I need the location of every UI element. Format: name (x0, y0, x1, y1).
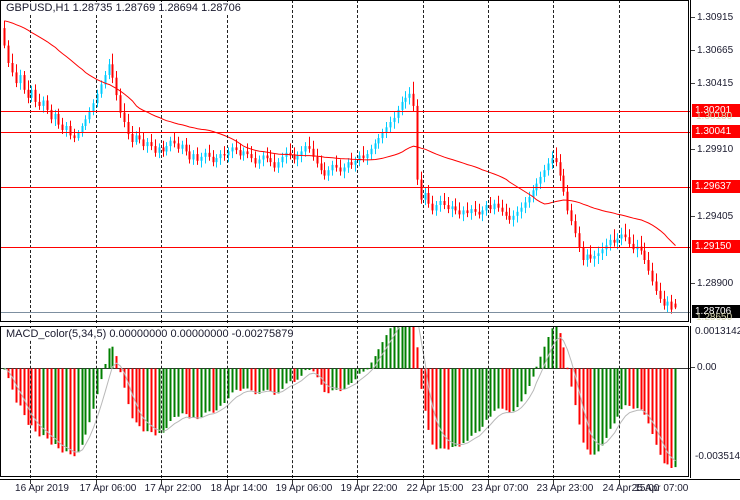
time-label-3: 18 Apr 14:00 (210, 483, 268, 494)
vertical-gridline-0 (30, 326, 31, 478)
price-tick-1-29405: 1.29405 (691, 211, 733, 222)
symbol-ohlc-label: GBPUSD,H1 1.28735 1.28769 1.28694 1.2870… (4, 2, 243, 14)
moving-average-line (4, 20, 676, 246)
time-tick-2 (161, 480, 162, 484)
price-tick-1-30415: 1.30415 (691, 78, 733, 89)
time-tick-8 (553, 480, 554, 484)
price-tick-1-28900: 1.28900 (691, 278, 733, 289)
vertical-gridline-3 (227, 326, 228, 478)
vertical-gridline-3 (227, 0, 228, 323)
price-level-line-1-29637 (0, 186, 690, 188)
vertical-gridline-4 (292, 0, 293, 323)
time-tick-5 (357, 480, 358, 484)
price-level-line-1-30201 (0, 110, 690, 112)
price-tick-1-29910: 1.29910 (691, 144, 733, 155)
vertical-gridline-7 (488, 0, 489, 323)
macd-indicator-label: MACD_color(5,34,5) 0.00000000 0.00000000… (4, 328, 296, 340)
time-tick-0 (30, 480, 31, 484)
vertical-gridline-1 (96, 0, 97, 323)
price-plot-area[interactable] (0, 0, 690, 323)
time-label-6: 22 Apr 15:00 (406, 483, 464, 494)
macd-histogram-svg (0, 326, 690, 468)
vertical-gridline-7 (488, 326, 489, 478)
time-tick-3 (227, 480, 228, 484)
price-tag-1-30201[interactable]: 1.30201 (692, 104, 740, 117)
time-axis[interactable]: 16 Apr 2019 17 Apr 06:00 17 Apr 22:00 18 Ap… (0, 479, 740, 500)
time-tick-9 (619, 480, 620, 484)
vertical-gridline-0 (30, 0, 31, 323)
price-tag-1-29637[interactable]: 1.29637 (692, 180, 740, 193)
price-tick-1-30665: 1.30665 (691, 45, 733, 56)
time-label-4: 19 Apr 06:00 (275, 483, 333, 494)
price-level-line-1-28706 (0, 311, 690, 313)
vertical-gridline-5 (357, 326, 358, 478)
price-tag-1-30041[interactable]: 1.30041 (692, 125, 740, 138)
price-tag-1-29150[interactable]: 1.29150 (692, 240, 740, 253)
time-label-9: 24 Apr 15:00 (602, 483, 660, 494)
macd-pane[interactable]: MACD_color(5,34,5) 0.00000000 0.00000000… (0, 326, 740, 478)
price-level-line-1-29150 (0, 246, 690, 248)
macd-tick-0_00: 0.00 (691, 362, 716, 373)
vertical-gridline-2 (161, 326, 162, 478)
vertical-gridline-9 (619, 326, 620, 478)
vertical-gridline-2 (161, 0, 162, 323)
time-label-7: 23 Apr 07:00 (471, 483, 529, 494)
price-ghost-label-1-30180: 1.30180 (696, 111, 733, 122)
macd-signal-line (4, 326, 676, 462)
time-tick-7 (488, 480, 489, 484)
time-label-8: 23 Apr 23:00 (536, 483, 594, 494)
time-label-0: 16 Apr 2019 (15, 483, 69, 494)
vertical-gridline-6 (423, 0, 424, 323)
price-scale-axis[interactable]: 1.30915 1.30665 1.30415 1.29910 1.29405 1.289… (690, 0, 740, 323)
vertical-gridline-4 (292, 326, 293, 478)
vertical-gridline-6 (423, 326, 424, 478)
price-tick-1-30915: 1.30915 (691, 12, 733, 23)
price-level-line-1-30041 (0, 131, 690, 133)
price-candlestick-svg (3, 20, 677, 314)
vertical-gridline-5 (357, 0, 358, 323)
vertical-gridline-1 (96, 326, 97, 478)
time-label-2: 17 Apr 22:00 (144, 483, 202, 494)
macd-plot-area[interactable] (0, 326, 690, 478)
time-label-5: 19 Apr 22:00 (340, 483, 398, 494)
macd-tick-_0_003514: -0.003514 (695, 451, 740, 462)
time-tick-4 (292, 480, 293, 484)
vertical-gridline-9 (619, 0, 620, 323)
time-label-10: 25 Apr 07:00 (631, 483, 689, 494)
macd-scale-axis[interactable]: 0.0013142 0.00 -0.003514 (690, 326, 740, 478)
vertical-gridline-8 (553, 0, 554, 323)
time-tick-6 (423, 480, 424, 484)
time-label-1: 17 Apr 06:00 (79, 483, 137, 494)
macd-tick-0_0013142: 0.0013142 (695, 326, 740, 337)
vertical-gridline-8 (553, 326, 554, 478)
price-ghost-label-1-28650: 1.28650 (696, 312, 733, 323)
price-pane[interactable]: GBPUSD,H1 1.28735 1.28769 1.28694 1.2870… (0, 0, 740, 323)
time-tick-1 (96, 480, 97, 484)
price-tag-1-28706[interactable]: 1.28706 (692, 305, 740, 318)
